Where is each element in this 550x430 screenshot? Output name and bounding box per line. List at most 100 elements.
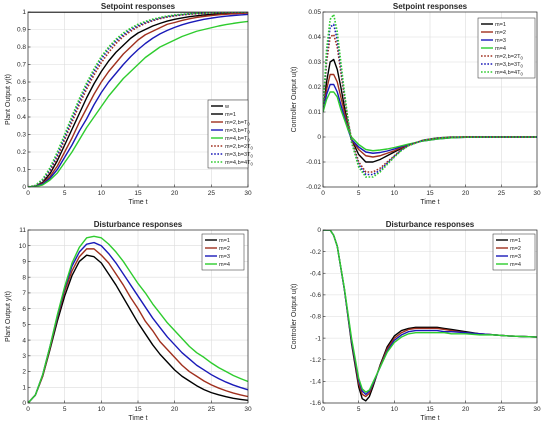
- series-line-5: [28, 20, 248, 187]
- x-tick-label: 5: [357, 406, 361, 413]
- axes-box: [322, 11, 538, 188]
- series-line-2: [28, 248, 248, 403]
- y-tick-label: 0.1: [17, 167, 26, 174]
- x-tick-label: 25: [208, 190, 216, 197]
- y-tick-label: -0.02: [306, 184, 321, 191]
- x-tick-label: 0: [321, 406, 325, 413]
- y-axis-label: Controller Output u(t): [291, 284, 298, 350]
- legend-entry: m=2,b=2T0: [495, 54, 524, 60]
- x-tick-label: 5: [63, 406, 67, 413]
- chart-title: Setpoint responses: [393, 2, 468, 11]
- x-tick-label: 30: [244, 406, 252, 413]
- legend-entry: m=1: [510, 238, 521, 244]
- legend: wm=1m=2,b=T0m=3,b=T0m=4,b=T0m=2,b=2T0m=3…: [207, 99, 254, 169]
- y-tick-label: -1.2: [310, 357, 322, 364]
- legend-text: m=1: [510, 238, 521, 244]
- legend-entry: m=2,b=T0: [225, 120, 250, 126]
- y-tick-label: 6: [22, 306, 26, 313]
- legend-text: m=3,b=3T: [495, 62, 521, 68]
- axes-box: [27, 11, 249, 188]
- x-tick-label: 5: [357, 190, 361, 197]
- legend-subscript: 0: [247, 129, 250, 134]
- y-tick-label: 10: [19, 243, 27, 250]
- legend-subscript: 0: [247, 137, 250, 142]
- legend-entry: m=2,b=2T0: [225, 144, 254, 150]
- y-tick-label: 0.05: [308, 9, 321, 16]
- legend-entry: w: [224, 104, 230, 110]
- legend-text: m=4,b=4T: [225, 160, 251, 166]
- y-tick-label: 9: [22, 259, 26, 266]
- legend-text: m=3,b=3T: [225, 152, 251, 158]
- y-tick-label: 0.8: [17, 44, 26, 51]
- chart-title: Disturbance responses: [386, 220, 475, 229]
- y-tick-label: 11: [19, 227, 26, 234]
- legend-subscript: 0: [521, 55, 524, 60]
- series-line-4: [323, 230, 537, 393]
- y-tick-label: -1: [315, 335, 321, 342]
- legend-entry: m=2: [495, 30, 506, 36]
- y-tick-label: -1.4: [310, 379, 322, 386]
- x-tick-label: 10: [391, 406, 399, 413]
- chart-title: Setpoint responses: [101, 2, 176, 11]
- x-tick-label: 30: [533, 190, 541, 197]
- series-line-4: [323, 91, 537, 152]
- x-tick-label: 25: [498, 190, 506, 197]
- x-axis-label: Time t: [128, 415, 147, 422]
- legend-text: m=4,b=T: [225, 136, 248, 142]
- y-tick-label: 0: [317, 134, 321, 141]
- legend-text: m=3: [495, 38, 506, 44]
- legend-text: m=3,b=T: [225, 128, 248, 134]
- legend-subscript: 0: [251, 145, 254, 150]
- chart-panel-3: 0 5 10 15 20 25 30 0 1 2 3 4 5 6 7 8 9 10 11 Disturbance re…: [5, 220, 252, 422]
- y-axis-label: Controller Output u(t): [291, 67, 298, 133]
- y-tick-label: -0.8: [310, 314, 322, 321]
- y-tick-label: 0.02: [308, 84, 321, 91]
- x-tick-label: 10: [391, 190, 399, 197]
- y-tick-label: 0: [22, 184, 26, 191]
- series-line-2: [28, 12, 248, 187]
- legend-subscript: 0: [521, 71, 524, 76]
- y-tick-label: -0.4: [310, 270, 322, 277]
- x-tick-label: 10: [98, 190, 106, 197]
- legend-text: m=4: [495, 46, 506, 52]
- y-tick-label: 0.3: [17, 132, 26, 139]
- legend-entry: m=3: [510, 254, 521, 260]
- y-tick-label: 0.7: [17, 62, 26, 69]
- legend-entry: m=4,b=4T0: [495, 70, 524, 76]
- series-line-7: [323, 13, 537, 178]
- legend-subscript: 0: [521, 63, 524, 68]
- series-line-6: [323, 23, 537, 176]
- legend-subscript: 0: [247, 121, 250, 126]
- series-line-8: [28, 12, 248, 187]
- legend-entry: m=3,b=3T0: [225, 152, 254, 158]
- y-tick-label: 5: [22, 322, 26, 329]
- chart-panel-4: 0 5 10 15 20 25 30 -1.6 -1.4 -1.2 -1 -0.8 -0.6 -0.4 -0…: [291, 220, 541, 422]
- x-tick-label: 15: [134, 406, 142, 413]
- y-tick-label: 4: [22, 337, 26, 344]
- x-tick-label: 25: [208, 406, 216, 413]
- series-line-3: [28, 12, 248, 187]
- y-tick-label: 2: [22, 369, 26, 376]
- x-tick-label: 0: [26, 190, 30, 197]
- legend-text: m=1: [495, 22, 506, 28]
- y-tick-label: 0.4: [17, 114, 26, 121]
- x-tick-label: 10: [98, 406, 106, 413]
- x-tick-label: 0: [26, 406, 30, 413]
- x-tick-label: 30: [533, 406, 541, 413]
- series-line-1: [28, 254, 248, 403]
- legend-text: m=4: [510, 262, 521, 268]
- legend-text: m=2: [495, 30, 506, 36]
- legend-entry: m=1: [225, 112, 236, 118]
- x-tick-label: 15: [426, 406, 434, 413]
- legend-entry: m=4,b=T0: [225, 136, 250, 142]
- legend-entry: m=2: [510, 246, 521, 252]
- legend-text: w: [224, 104, 230, 110]
- series-line-4: [28, 235, 248, 403]
- x-tick-label: 30: [244, 190, 252, 197]
- legend-text: m=4: [219, 262, 230, 268]
- legend-text: m=3: [510, 254, 521, 260]
- y-tick-label: 8: [22, 274, 26, 281]
- legend-text: m=2,b=2T: [225, 144, 251, 150]
- y-tick-label: 0.01: [308, 109, 321, 116]
